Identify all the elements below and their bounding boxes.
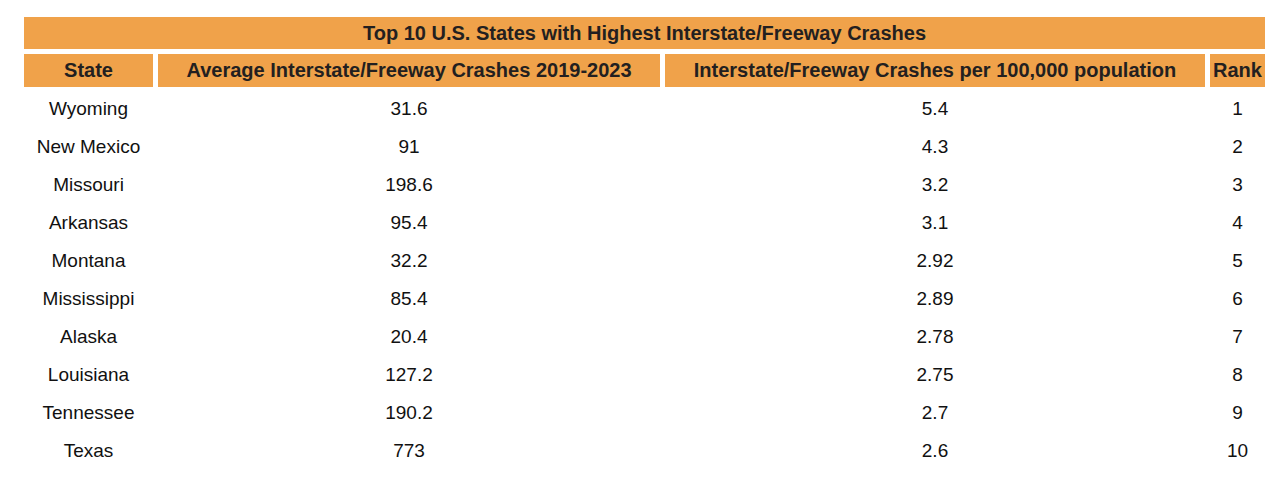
cell-rank: 4 <box>1210 206 1265 239</box>
table-row: Missouri 198.6 3.2 3 <box>24 168 1265 201</box>
table-row: Wyoming 31.6 5.4 1 <box>24 92 1265 125</box>
table-row: Montana 32.2 2.92 5 <box>24 244 1265 277</box>
cell-state: Texas <box>24 434 153 467</box>
cell-rank: 9 <box>1210 396 1265 429</box>
cell-avg-crashes: 773 <box>158 434 660 467</box>
cell-crashes-per-100k: 2.92 <box>665 244 1205 277</box>
table-title-row: Top 10 U.S. States with Highest Intersta… <box>24 17 1265 49</box>
cell-state: Louisiana <box>24 358 153 391</box>
cell-avg-crashes: 95.4 <box>158 206 660 239</box>
cell-state: New Mexico <box>24 130 153 163</box>
cell-state: Tennessee <box>24 396 153 429</box>
cell-state: Arkansas <box>24 206 153 239</box>
cell-rank: 5 <box>1210 244 1265 277</box>
cell-crashes-per-100k: 2.89 <box>665 282 1205 315</box>
cell-rank: 8 <box>1210 358 1265 391</box>
cell-rank: 7 <box>1210 320 1265 353</box>
cell-state: Montana <box>24 244 153 277</box>
cell-crashes-per-100k: 2.75 <box>665 358 1205 391</box>
cell-crashes-per-100k: 5.4 <box>665 92 1205 125</box>
column-header-state: State <box>24 54 153 87</box>
cell-crashes-per-100k: 2.7 <box>665 396 1205 429</box>
cell-crashes-per-100k: 2.6 <box>665 434 1205 467</box>
cell-state: Alaska <box>24 320 153 353</box>
column-header-crashes-per-100k: Interstate/Freeway Crashes per 100,000 p… <box>665 54 1205 87</box>
cell-rank: 10 <box>1210 434 1265 467</box>
cell-avg-crashes: 85.4 <box>158 282 660 315</box>
table-row: Tennessee 190.2 2.7 9 <box>24 396 1265 429</box>
cell-avg-crashes: 20.4 <box>158 320 660 353</box>
cell-avg-crashes: 190.2 <box>158 396 660 429</box>
cell-avg-crashes: 91 <box>158 130 660 163</box>
table-page: Top 10 U.S. States with Highest Intersta… <box>0 0 1280 490</box>
cell-rank: 6 <box>1210 282 1265 315</box>
cell-avg-crashes: 31.6 <box>158 92 660 125</box>
cell-state: Missouri <box>24 168 153 201</box>
crash-statistics-table: Top 10 U.S. States with Highest Intersta… <box>19 12 1270 472</box>
cell-crashes-per-100k: 2.78 <box>665 320 1205 353</box>
cell-crashes-per-100k: 4.3 <box>665 130 1205 163</box>
table-title: Top 10 U.S. States with Highest Intersta… <box>24 17 1265 49</box>
cell-rank: 1 <box>1210 92 1265 125</box>
cell-state: Mississippi <box>24 282 153 315</box>
table-row: Mississippi 85.4 2.89 6 <box>24 282 1265 315</box>
cell-avg-crashes: 198.6 <box>158 168 660 201</box>
column-header-rank: Rank <box>1210 54 1265 87</box>
table-row: Arkansas 95.4 3.1 4 <box>24 206 1265 239</box>
table-header-row: State Average Interstate/Freeway Crashes… <box>24 54 1265 87</box>
cell-avg-crashes: 32.2 <box>158 244 660 277</box>
cell-state: Wyoming <box>24 92 153 125</box>
cell-rank: 2 <box>1210 130 1265 163</box>
table-row: New Mexico 91 4.3 2 <box>24 130 1265 163</box>
cell-crashes-per-100k: 3.1 <box>665 206 1205 239</box>
table-row: Louisiana 127.2 2.75 8 <box>24 358 1265 391</box>
cell-crashes-per-100k: 3.2 <box>665 168 1205 201</box>
cell-rank: 3 <box>1210 168 1265 201</box>
cell-avg-crashes: 127.2 <box>158 358 660 391</box>
table-row: Alaska 20.4 2.78 7 <box>24 320 1265 353</box>
table-row: Texas 773 2.6 10 <box>24 434 1265 467</box>
column-header-avg-crashes: Average Interstate/Freeway Crashes 2019-… <box>158 54 660 87</box>
